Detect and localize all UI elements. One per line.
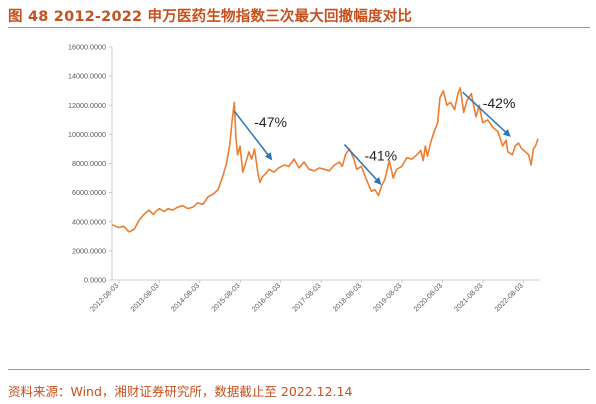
series-line-index	[111, 87, 539, 233]
y-tick-label: 10000.0000	[68, 130, 106, 139]
drawdown-arrow	[233, 110, 273, 161]
title-rule	[8, 27, 590, 28]
x-tick-label: 2014-08-03	[169, 281, 201, 313]
x-axis-ticks: 2012-08-03 2013-08-03 2014-08-03 2015-08-03…	[88, 280, 525, 313]
y-tick-label: 4000.0000	[72, 217, 106, 226]
x-tick-label: 2015-08-03	[209, 281, 241, 313]
y-tick-label: 12000.0000	[68, 101, 106, 110]
drawdown-arrow	[462, 91, 511, 137]
x-tick-label: 2012-08-03	[88, 281, 120, 313]
x-tick-label: 2017-08-03	[290, 281, 322, 313]
source-note: 资料来源：Wind，湘财证券研究所，数据截止至 2022.12.14	[8, 384, 353, 399]
drawdown-label: -42%	[483, 95, 516, 111]
drawdown-annotations: -47% -41% -42%	[233, 91, 516, 185]
x-tick-label: 2022-08-03	[492, 281, 524, 313]
y-tick-label: 14000.0000	[68, 72, 106, 81]
y-tick-label: 0.0000	[84, 276, 106, 285]
drawdown-label: -47%	[254, 114, 287, 130]
y-tick-label: 6000.0000	[72, 188, 106, 197]
x-tick-label: 2019-08-03	[371, 281, 403, 313]
x-tick-label: 2021-08-03	[452, 281, 484, 313]
y-axis-ticks: 0.0000 2000.0000 4000.0000 6000.0000 8000.00…	[68, 43, 112, 285]
x-tick-label: 2013-08-03	[128, 281, 160, 313]
x-tick-label: 2016-08-03	[250, 281, 282, 313]
figure-title: 图 48 2012-2022 申万医药生物指数三次最大回撤幅度对比	[8, 9, 413, 25]
x-tick-label: 2020-08-03	[412, 281, 444, 313]
source-rule	[8, 369, 590, 370]
x-tick-label: 2018-08-03	[331, 281, 363, 313]
drawdown-arrow	[343, 144, 382, 185]
y-tick-label: 8000.0000	[72, 159, 106, 168]
y-tick-label: 16000.0000	[68, 43, 106, 52]
drawdown-label: -41%	[364, 148, 397, 164]
y-tick-label: 2000.0000	[72, 246, 106, 255]
